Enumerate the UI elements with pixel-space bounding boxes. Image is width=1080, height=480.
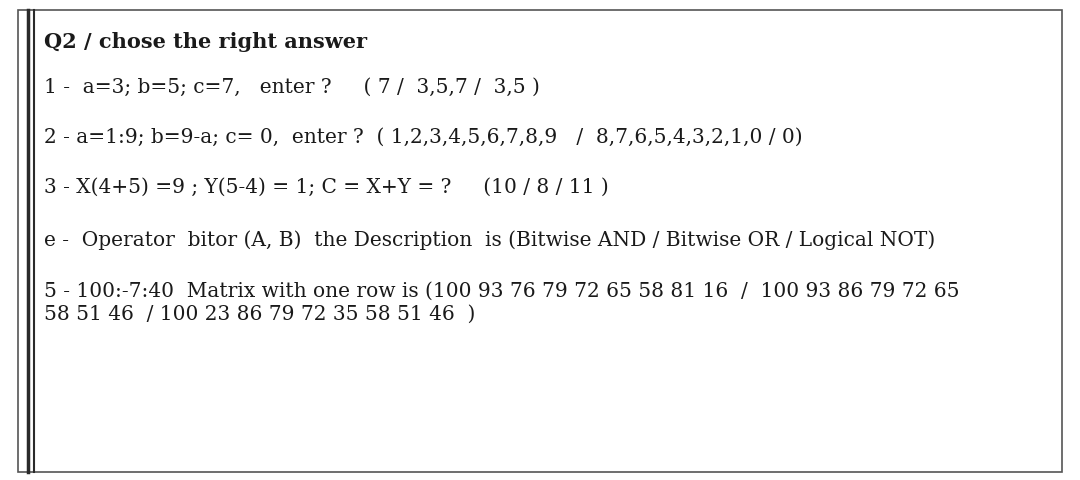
Text: 5 - 100:-7:40  Matrix with one row is (100 93 76 79 72 65 58 81 16  /  100 93 86: 5 - 100:-7:40 Matrix with one row is (10… (44, 282, 959, 301)
Text: е -  Operator  bitor (A, B)  the Description  is (Bitwise AND / Bitwise OR / Log: е - Operator bitor (A, B) the Descriptio… (44, 230, 935, 250)
Text: 3 - X(4+5) =9 ; Y(5-4) = 1; C = X+Y = ?     (10 / 8 / 11 ): 3 - X(4+5) =9 ; Y(5-4) = 1; C = X+Y = ? … (44, 178, 609, 197)
Text: Q2 / chose the right answer: Q2 / chose the right answer (44, 32, 367, 52)
Text: 2 - a=1:9; b=9-a; c= 0,  enter ?  ( 1,2,3,4,5,6,7,8,9   /  8,7,6,5,4,3,2,1,0 / 0: 2 - a=1:9; b=9-a; c= 0, enter ? ( 1,2,3,… (44, 128, 802, 147)
Text: 1 -  a=3; b=5; c=7,   enter ?     ( 7 /  3,5,7 /  3,5 ): 1 - a=3; b=5; c=7, enter ? ( 7 / 3,5,7 /… (44, 78, 540, 97)
Text: 58 51 46  / 100 23 86 79 72 35 58 51 46  ): 58 51 46 / 100 23 86 79 72 35 58 51 46 ) (44, 305, 475, 324)
